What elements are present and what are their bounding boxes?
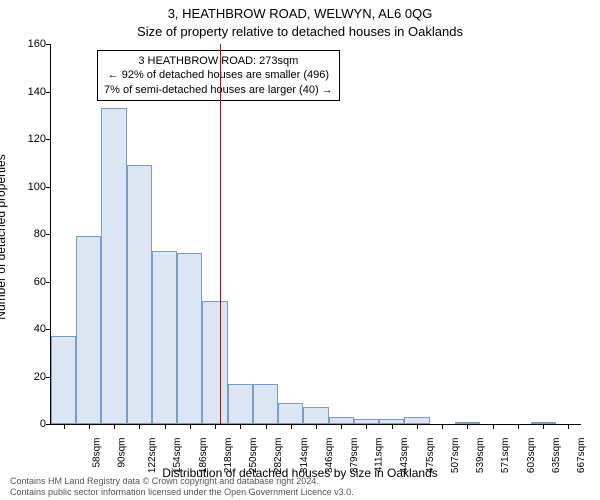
x-tick-mark	[291, 424, 292, 429]
info-line-1: 3 HEATHBROW ROAD: 273sqm	[104, 54, 333, 68]
histogram-bar	[127, 165, 152, 424]
y-tick-mark	[46, 424, 51, 425]
y-tick-label: 80	[34, 228, 46, 240]
x-tick-mark	[341, 424, 342, 429]
histogram-bar	[228, 384, 253, 424]
histogram-bar	[404, 417, 429, 424]
x-tick-mark	[190, 424, 191, 429]
x-tick-label: 379sqm	[349, 438, 360, 474]
x-tick-label: 90sqm	[116, 438, 127, 468]
x-tick-label: 186sqm	[198, 438, 209, 474]
x-tick-label: 443sqm	[400, 438, 411, 474]
x-tick-mark	[165, 424, 166, 429]
y-tick-label: 160	[28, 38, 46, 50]
x-tick-label: 154sqm	[172, 438, 183, 474]
y-tick-mark	[46, 234, 51, 235]
x-tick-mark	[316, 424, 317, 429]
histogram-bar	[278, 403, 303, 424]
histogram-bar	[76, 236, 101, 424]
x-tick-label: 507sqm	[450, 438, 461, 474]
y-tick-mark	[46, 329, 51, 330]
y-tick-label: 100	[28, 181, 46, 193]
y-tick-mark	[46, 44, 51, 45]
y-tick-label: 60	[34, 276, 46, 288]
chart-title: 3, HEATHBROW ROAD, WELWYN, AL6 0QG	[0, 6, 600, 21]
y-tick-mark	[46, 139, 51, 140]
x-tick-label: 635sqm	[551, 438, 562, 474]
histogram-bar	[253, 384, 278, 424]
x-tick-label: 571sqm	[501, 438, 512, 474]
x-tick-label: 314sqm	[299, 438, 310, 474]
x-tick-mark	[139, 424, 140, 429]
chart-container: 3, HEATHBROW ROAD, WELWYN, AL6 0QG Size …	[0, 0, 600, 500]
y-axis-label: Number of detached properties	[0, 154, 8, 319]
histogram-bar	[329, 417, 354, 424]
x-tick-mark	[543, 424, 544, 429]
histogram-bar	[177, 253, 202, 424]
x-tick-label: 603sqm	[526, 438, 537, 474]
x-tick-label: 58sqm	[91, 438, 102, 468]
y-tick-mark	[46, 282, 51, 283]
x-tick-mark	[417, 424, 418, 429]
y-tick-label: 20	[34, 371, 46, 383]
y-tick-mark	[46, 187, 51, 188]
histogram-bar	[303, 407, 328, 424]
x-tick-mark	[442, 424, 443, 429]
y-tick-label: 40	[34, 323, 46, 335]
x-tick-label: 122sqm	[147, 438, 158, 474]
x-tick-mark	[215, 424, 216, 429]
x-tick-mark	[64, 424, 65, 429]
x-tick-label: 475sqm	[425, 438, 436, 474]
info-line-3: 7% of semi-detached houses are larger (4…	[104, 83, 333, 97]
footer-attribution: Contains HM Land Registry data © Crown c…	[10, 476, 354, 498]
histogram-bar	[51, 336, 76, 424]
x-tick-mark	[568, 424, 569, 429]
x-tick-mark	[266, 424, 267, 429]
x-tick-mark	[89, 424, 90, 429]
x-tick-label: 539sqm	[475, 438, 486, 474]
plot-area: 3 HEATHBROW ROAD: 273sqm ← 92% of detach…	[50, 44, 581, 425]
x-tick-mark	[240, 424, 241, 429]
x-tick-label: 411sqm	[374, 438, 385, 473]
x-tick-mark	[493, 424, 494, 429]
x-tick-mark	[467, 424, 468, 429]
footer-line-1: Contains HM Land Registry data © Crown c…	[10, 476, 354, 487]
info-line-2: ← 92% of detached houses are smaller (49…	[104, 68, 333, 82]
histogram-bar	[101, 108, 126, 424]
info-box: 3 HEATHBROW ROAD: 273sqm ← 92% of detach…	[97, 50, 340, 101]
y-tick-label: 140	[28, 86, 46, 98]
histogram-bar	[202, 301, 227, 425]
x-tick-mark	[392, 424, 393, 429]
x-tick-mark	[518, 424, 519, 429]
marker-line	[220, 44, 221, 424]
x-tick-mark	[366, 424, 367, 429]
histogram-bar	[152, 251, 177, 424]
chart-subtitle: Size of property relative to detached ho…	[0, 24, 600, 39]
x-tick-label: 346sqm	[324, 438, 335, 474]
y-tick-mark	[46, 92, 51, 93]
footer-line-2: Contains public sector information licen…	[10, 487, 354, 498]
x-tick-label: 282sqm	[273, 438, 284, 474]
x-tick-label: 250sqm	[248, 438, 259, 474]
x-tick-label: 667sqm	[576, 438, 587, 474]
y-tick-label: 120	[28, 133, 46, 145]
x-tick-label: 218sqm	[223, 438, 234, 474]
x-tick-mark	[114, 424, 115, 429]
